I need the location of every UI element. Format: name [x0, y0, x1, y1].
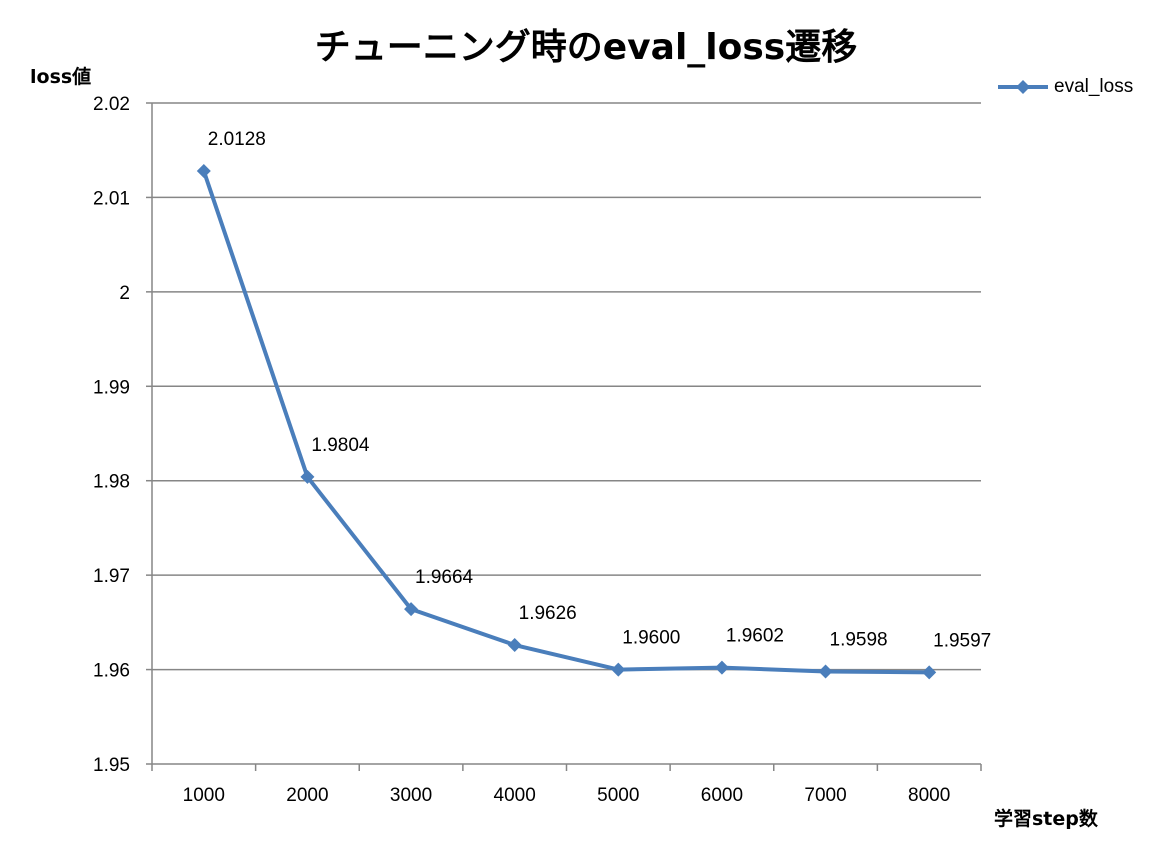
y-axis-title: loss値 — [30, 66, 92, 88]
series-line — [201, 170, 930, 675]
y-tick-label: 1.97 — [93, 566, 130, 587]
x-tick-label: 8000 — [908, 785, 950, 806]
data-point-marker — [818, 664, 833, 679]
x-tick-label: 7000 — [804, 785, 846, 806]
y-tick-label: 1.95 — [93, 755, 130, 776]
data-point-marker — [404, 602, 419, 617]
x-tick-label: 3000 — [390, 785, 432, 806]
chart-title: チューニング時のeval_loss遷移 — [314, 27, 858, 68]
y-tick-label: 2.02 — [93, 94, 130, 115]
data-point-marker — [611, 662, 626, 677]
data-label: 1.9626 — [519, 603, 577, 624]
y-tick-label: 1.96 — [93, 661, 130, 682]
legend: eval_loss — [998, 76, 1133, 98]
data-label: 1.9597 — [933, 630, 991, 651]
data-label: 1.9600 — [622, 628, 680, 649]
y-tick-label: 1.98 — [93, 472, 130, 493]
x-axis-title: 学習step数 — [994, 808, 1098, 830]
x-tick-label: 5000 — [597, 785, 639, 806]
x-tick-label: 1000 — [183, 785, 225, 806]
data-label: 2.0128 — [208, 129, 266, 150]
data-label: 1.9598 — [830, 629, 888, 650]
data-label: 1.9804 — [311, 435, 370, 456]
y-tick-label: 2.01 — [93, 188, 130, 209]
x-tick-label: 6000 — [701, 785, 743, 806]
data-point-marker — [300, 469, 315, 484]
data-label: 1.9664 — [415, 567, 474, 588]
y-tick-label: 2 — [119, 283, 130, 304]
data-point-marker — [922, 665, 937, 680]
legend-marker-icon — [998, 80, 1048, 94]
x-tick-label: 2000 — [286, 785, 328, 806]
legend-label: eval_loss — [1054, 76, 1134, 97]
data-point-marker — [507, 638, 522, 653]
data-point-marker — [714, 660, 729, 675]
x-tick-label: 4000 — [494, 785, 536, 806]
y-tick-label: 1.99 — [93, 377, 130, 398]
data-label: 1.9602 — [726, 626, 784, 647]
data-point-marker — [196, 163, 211, 178]
